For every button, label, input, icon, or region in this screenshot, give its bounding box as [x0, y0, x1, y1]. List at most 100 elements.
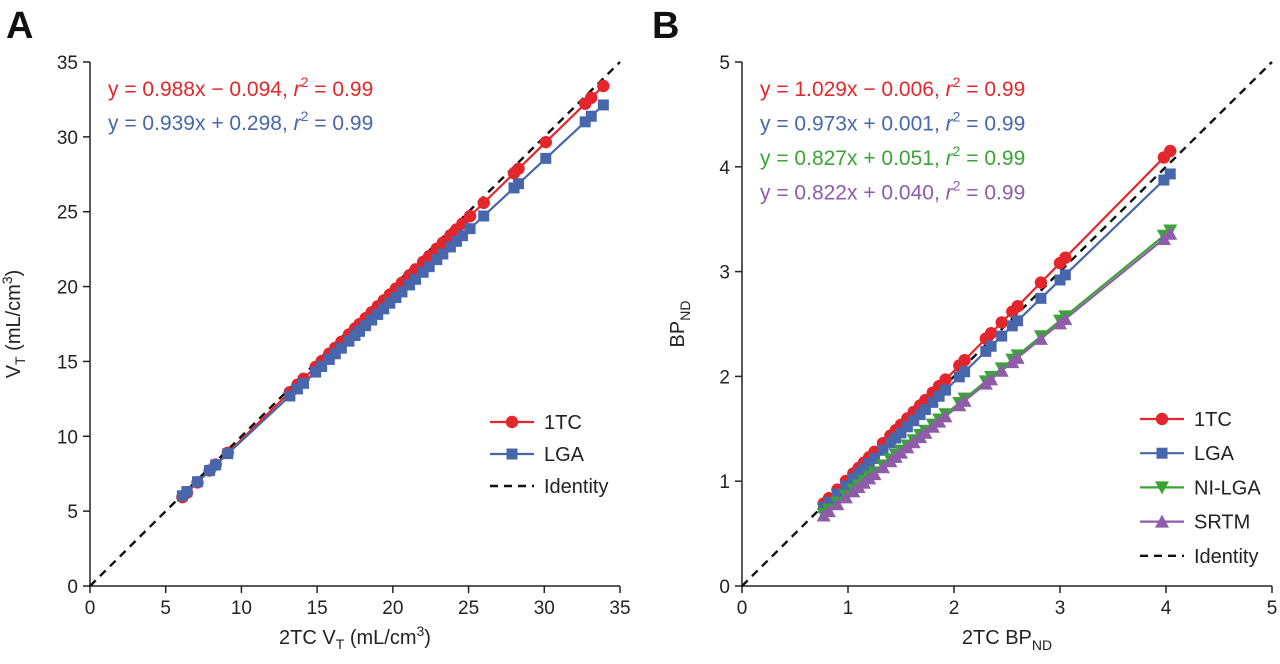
srtm-point — [838, 490, 853, 504]
legend-identity-label: Identity — [544, 476, 608, 498]
lga-point — [316, 360, 328, 372]
equation-value: = 0.99 — [308, 78, 373, 101]
1tc-point — [477, 196, 490, 210]
srtm-equation: y = 0.822x + 0.040, r2 = 0.99 — [760, 178, 1025, 205]
legend-ni-lga-label: NI-LGA — [1194, 477, 1261, 499]
equation-text: y = 0.822x + 0.040, — [760, 182, 946, 205]
lga-point — [329, 348, 341, 360]
legend-lga-label: LGA — [1194, 443, 1235, 465]
lga-point — [940, 384, 952, 396]
1tc-point — [539, 135, 552, 149]
lga-point — [869, 452, 880, 464]
lga-equation: y = 0.973x + 0.001, r2 = 0.99 — [760, 109, 1025, 136]
equation-sup: 2 — [953, 178, 961, 194]
y-tick-label: 1 — [719, 472, 730, 493]
x-tick-label: 4 — [1161, 598, 1172, 619]
equation-text: y = 0.988x − 0.094, — [108, 78, 294, 101]
srtm-point — [1033, 331, 1048, 345]
srtm-point — [932, 414, 947, 428]
lga-point — [457, 230, 469, 242]
lga-point — [372, 308, 384, 320]
lga-point — [410, 273, 422, 285]
lga-point — [1158, 174, 1170, 186]
x-tick-label: 15 — [307, 598, 328, 619]
srtm-point — [875, 460, 890, 474]
lga-point — [384, 297, 396, 309]
lga-point — [585, 110, 597, 122]
lga-point — [996, 330, 1008, 342]
srtm-point — [894, 445, 908, 459]
legend-1tc-label: 1TC — [1194, 409, 1232, 431]
legend-lga-marker — [506, 448, 518, 460]
lga-point — [204, 464, 216, 476]
lga-point — [597, 99, 609, 111]
1tc-point — [512, 162, 525, 176]
y-tick-label: 2 — [719, 367, 730, 388]
lga-point — [437, 248, 449, 260]
lga-point — [284, 390, 296, 402]
x-tick-label: 0 — [737, 598, 748, 619]
lga-point — [354, 325, 366, 337]
lga-point — [895, 427, 907, 439]
srtm-point — [925, 419, 940, 433]
lga-point — [366, 314, 378, 326]
lga-point — [1164, 168, 1176, 180]
equation-sup: 2 — [953, 109, 961, 125]
lga-point — [450, 235, 462, 247]
lga-point — [831, 488, 843, 500]
y-tick-label: 5 — [67, 502, 78, 523]
lga-point — [877, 444, 889, 456]
y-tick-label: 30 — [57, 128, 78, 149]
lga-point — [310, 366, 322, 378]
lga-point — [933, 390, 945, 402]
lga-point — [378, 303, 390, 315]
lga-point — [1012, 315, 1024, 327]
1tc-point — [939, 373, 952, 386]
lga-point — [840, 480, 852, 492]
panel-b-equations: y = 1.029x − 0.006, r2 = 0.99y = 0.973x … — [760, 74, 1025, 205]
y-tick-label: 4 — [719, 158, 730, 179]
x-tick-label: 20 — [382, 598, 403, 619]
legend-srtm-label: SRTM — [1194, 512, 1250, 534]
y-tick-label: 3 — [719, 263, 730, 284]
srtm-point — [821, 504, 836, 518]
1tc-point — [1164, 144, 1177, 158]
srtm-point — [906, 435, 921, 449]
lga-point — [291, 383, 303, 395]
panel-a-legend: 1TC LGA Identity — [490, 412, 608, 498]
panel-a: A 0 5 10 15 20 25 30 35 0 5 10 15 20 25 30 35 y = 0.988… — [0, 5, 631, 652]
srtm-point — [984, 372, 999, 386]
lga-point — [919, 403, 931, 415]
srtm-point — [867, 467, 882, 481]
panel-b-x-label: 2TC BPND — [962, 627, 1052, 653]
srtm-point — [994, 363, 1009, 377]
lga-point — [390, 292, 402, 304]
panel-a-points — [176, 79, 610, 504]
y-tick-label: 15 — [57, 352, 78, 373]
panel-b-ticks: 0 1 2 3 4 5 0 1 2 3 4 5 — [719, 53, 1277, 619]
lga-point — [513, 178, 525, 190]
1tc-point — [958, 353, 971, 367]
lga-point — [478, 210, 490, 222]
equation-r: r — [294, 112, 302, 135]
x-tick-label: 5 — [160, 598, 171, 619]
legend-1tc-marker — [505, 415, 519, 429]
y-tick-label: 10 — [57, 427, 78, 448]
ni-lga-equation: y = 0.827x + 0.051, r2 = 0.99 — [760, 143, 1025, 170]
lga-point — [343, 335, 355, 347]
identity-line — [741, 61, 1273, 587]
srtm-point — [1156, 231, 1171, 245]
lga-point — [579, 116, 591, 128]
lga-point — [298, 377, 310, 389]
equation-value: = 0.99 — [960, 147, 1025, 170]
1tc-point — [585, 91, 598, 104]
x-tick-label: 30 — [534, 598, 555, 619]
lga-point — [959, 366, 971, 378]
legend-srtm-marker — [1155, 514, 1169, 528]
equation-text: y = 0.827x + 0.051, — [760, 147, 946, 170]
y-tick-label: 25 — [57, 203, 78, 224]
lga-point — [423, 261, 435, 273]
x-tick-label: 25 — [458, 598, 479, 619]
y-tick-label: 35 — [57, 53, 78, 74]
